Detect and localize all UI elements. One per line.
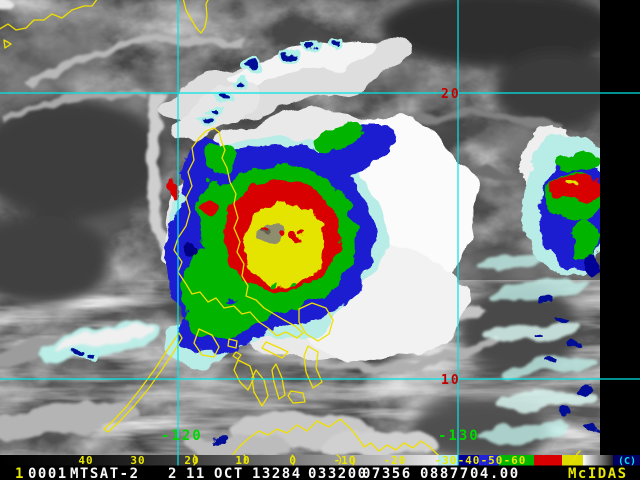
cold-cloud-specks [70, 38, 596, 464]
status-bar-background [0, 465, 640, 480]
colorbar-seg-white-ramp [583, 455, 613, 466]
coastline-marinduque [227, 338, 238, 349]
coastline-palawan [103, 332, 183, 433]
lon-label-130: -130 [438, 428, 480, 444]
coastline-overlay [0, 0, 444, 460]
coastline-negros [251, 369, 269, 407]
status-token-field1: 07356 [362, 466, 412, 480]
coastline-samar [298, 302, 334, 342]
status-token-day: 11 [186, 466, 206, 480]
colorbar-seg-blue [479, 455, 499, 466]
coastline-bohol [287, 390, 306, 404]
coastline-squiggle [336, 454, 342, 465]
coastline-squiggle [193, 454, 197, 466]
lon-label-120: -120 [161, 428, 203, 444]
colorbar-tick: 30 [130, 454, 145, 467]
typhoon-enhancement [164, 123, 396, 353]
coastline-taiwan [182, 0, 209, 34]
latlon-grid [0, 0, 640, 466]
colorbar-seg-navy [458, 455, 479, 466]
coastline-squiggle [291, 454, 296, 466]
copyright-label: (C) [618, 456, 636, 467]
colorbar-tick: -60 [504, 454, 527, 467]
coastline-leyte [303, 345, 323, 389]
colorbar-tick: 40 [78, 454, 93, 467]
colorbar-seg-yellow [562, 455, 583, 466]
coastline-china-islet [3, 39, 12, 49]
coastline-squiggle [569, 450, 581, 465]
colorbar-tick: -50 [481, 454, 504, 467]
lat-label-10: 10 [441, 373, 461, 388]
colorbar: 40 30 20 10 0 -10 -20 -30 -40 -50 -60 (C… [0, 454, 640, 467]
coastline-squiggle [243, 454, 247, 464]
frame-number: 1 [15, 466, 25, 480]
colorbar-gray-ramp [0, 455, 438, 466]
coastline-luzon [173, 127, 304, 339]
mcidas-brand-label: McIDAS [568, 466, 628, 480]
status-token-satellite: MTSAT-2 [70, 466, 140, 480]
colorbar-tick: -20 [384, 454, 407, 467]
coastline-china [0, 0, 98, 31]
coastline-squiggle [352, 455, 356, 466]
status-bar: 1 0001 MTSAT-2 2 11 OCT 13284 033200 073… [15, 466, 628, 480]
coastline-mindoro [193, 328, 220, 358]
coastline-over-colorbar [193, 450, 581, 466]
colorbar-seg-endnavy [613, 455, 640, 466]
status-token-image-id: 0001 [28, 466, 68, 480]
colorbar-tick: -40 [458, 454, 481, 467]
coastline-cebu [271, 363, 286, 400]
status-token-month: OCT [214, 466, 244, 480]
coastline-masbate [261, 341, 289, 359]
colorbar-seg-green [499, 455, 534, 466]
status-token-field2: 08877 [420, 466, 470, 480]
coastline-romblon [232, 351, 242, 360]
scan-edge-black-band [600, 0, 640, 455]
eastern-storm-enhancement [520, 125, 614, 277]
coastline-panay [233, 359, 255, 391]
colorbar-tick: 0 [289, 454, 297, 467]
lat-label-20: 20 [441, 87, 461, 102]
status-token-field3: 04.00 [470, 466, 520, 480]
colorbar-tick: -30 [435, 454, 458, 467]
colorbar-seg-red [534, 455, 562, 466]
status-token-julian: 13284 [252, 466, 302, 480]
status-token-time: 033200 [308, 466, 368, 480]
coastline-mindanao [230, 418, 444, 460]
status-token-band: 2 [168, 466, 178, 480]
colorbar-seg-cyan [438, 455, 458, 466]
